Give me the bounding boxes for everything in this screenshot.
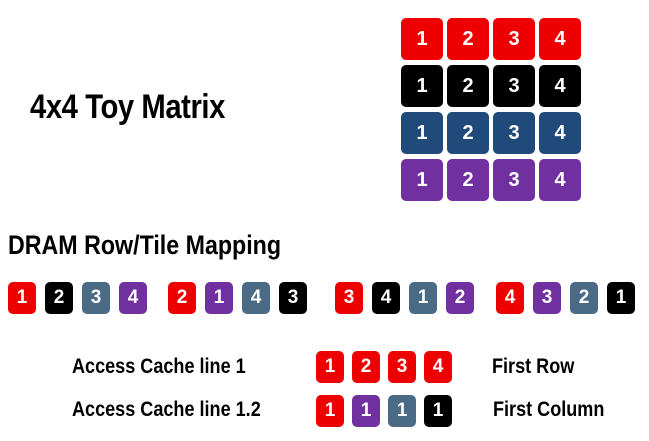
access-cell: 1 <box>352 395 380 427</box>
matrix-cell: 3 <box>493 112 535 154</box>
mapping-cell: 4 <box>496 282 524 314</box>
access-cell: 4 <box>424 351 452 383</box>
access-result-1: First Row <box>492 355 575 378</box>
mapping-cell: 3 <box>533 282 561 314</box>
mapping-cell: 4 <box>372 282 400 314</box>
mapping-cell: 1 <box>409 282 437 314</box>
matrix-cell: 4 <box>539 159 581 201</box>
access-cell: 1 <box>316 395 344 427</box>
access-cell: 1 <box>316 351 344 383</box>
access-label-2: Access Cache line 1.2 <box>72 398 261 421</box>
access-result-2: First Column <box>493 398 605 421</box>
matrix-cell: 1 <box>401 18 443 60</box>
matrix-cell: 3 <box>493 65 535 107</box>
mapping-cell: 2 <box>570 282 598 314</box>
matrix-cell: 2 <box>447 65 489 107</box>
mapping-cell: 4 <box>119 282 147 314</box>
access-cell: 1 <box>388 395 416 427</box>
matrix-cell: 4 <box>539 65 581 107</box>
access-label-1: Access Cache line 1 <box>72 355 246 378</box>
access-cell: 3 <box>388 351 416 383</box>
matrix-cell: 2 <box>447 112 489 154</box>
matrix-cell: 2 <box>447 18 489 60</box>
matrix-cell: 1 <box>401 112 443 154</box>
mapping-cell: 2 <box>446 282 474 314</box>
matrix-cell: 4 <box>539 112 581 154</box>
page-title: 4x4 Toy Matrix <box>30 88 225 126</box>
matrix-cell: 3 <box>493 159 535 201</box>
matrix-cell: 2 <box>447 159 489 201</box>
mapping-cell: 4 <box>242 282 270 314</box>
mapping-cell: 2 <box>45 282 73 314</box>
mapping-cell: 1 <box>8 282 36 314</box>
mapping-cell: 2 <box>168 282 196 314</box>
mapping-cell: 1 <box>205 282 233 314</box>
matrix-cell: 1 <box>401 159 443 201</box>
mapping-cell: 3 <box>82 282 110 314</box>
mapping-heading: DRAM Row/Tile Mapping <box>8 230 282 260</box>
matrix-cell: 1 <box>401 65 443 107</box>
matrix-cell: 4 <box>539 18 581 60</box>
mapping-cell: 3 <box>335 282 363 314</box>
mapping-cell: 1 <box>607 282 635 314</box>
matrix-cell: 3 <box>493 18 535 60</box>
mapping-cell: 3 <box>279 282 307 314</box>
access-cell: 2 <box>352 351 380 383</box>
access-cell: 1 <box>424 395 452 427</box>
